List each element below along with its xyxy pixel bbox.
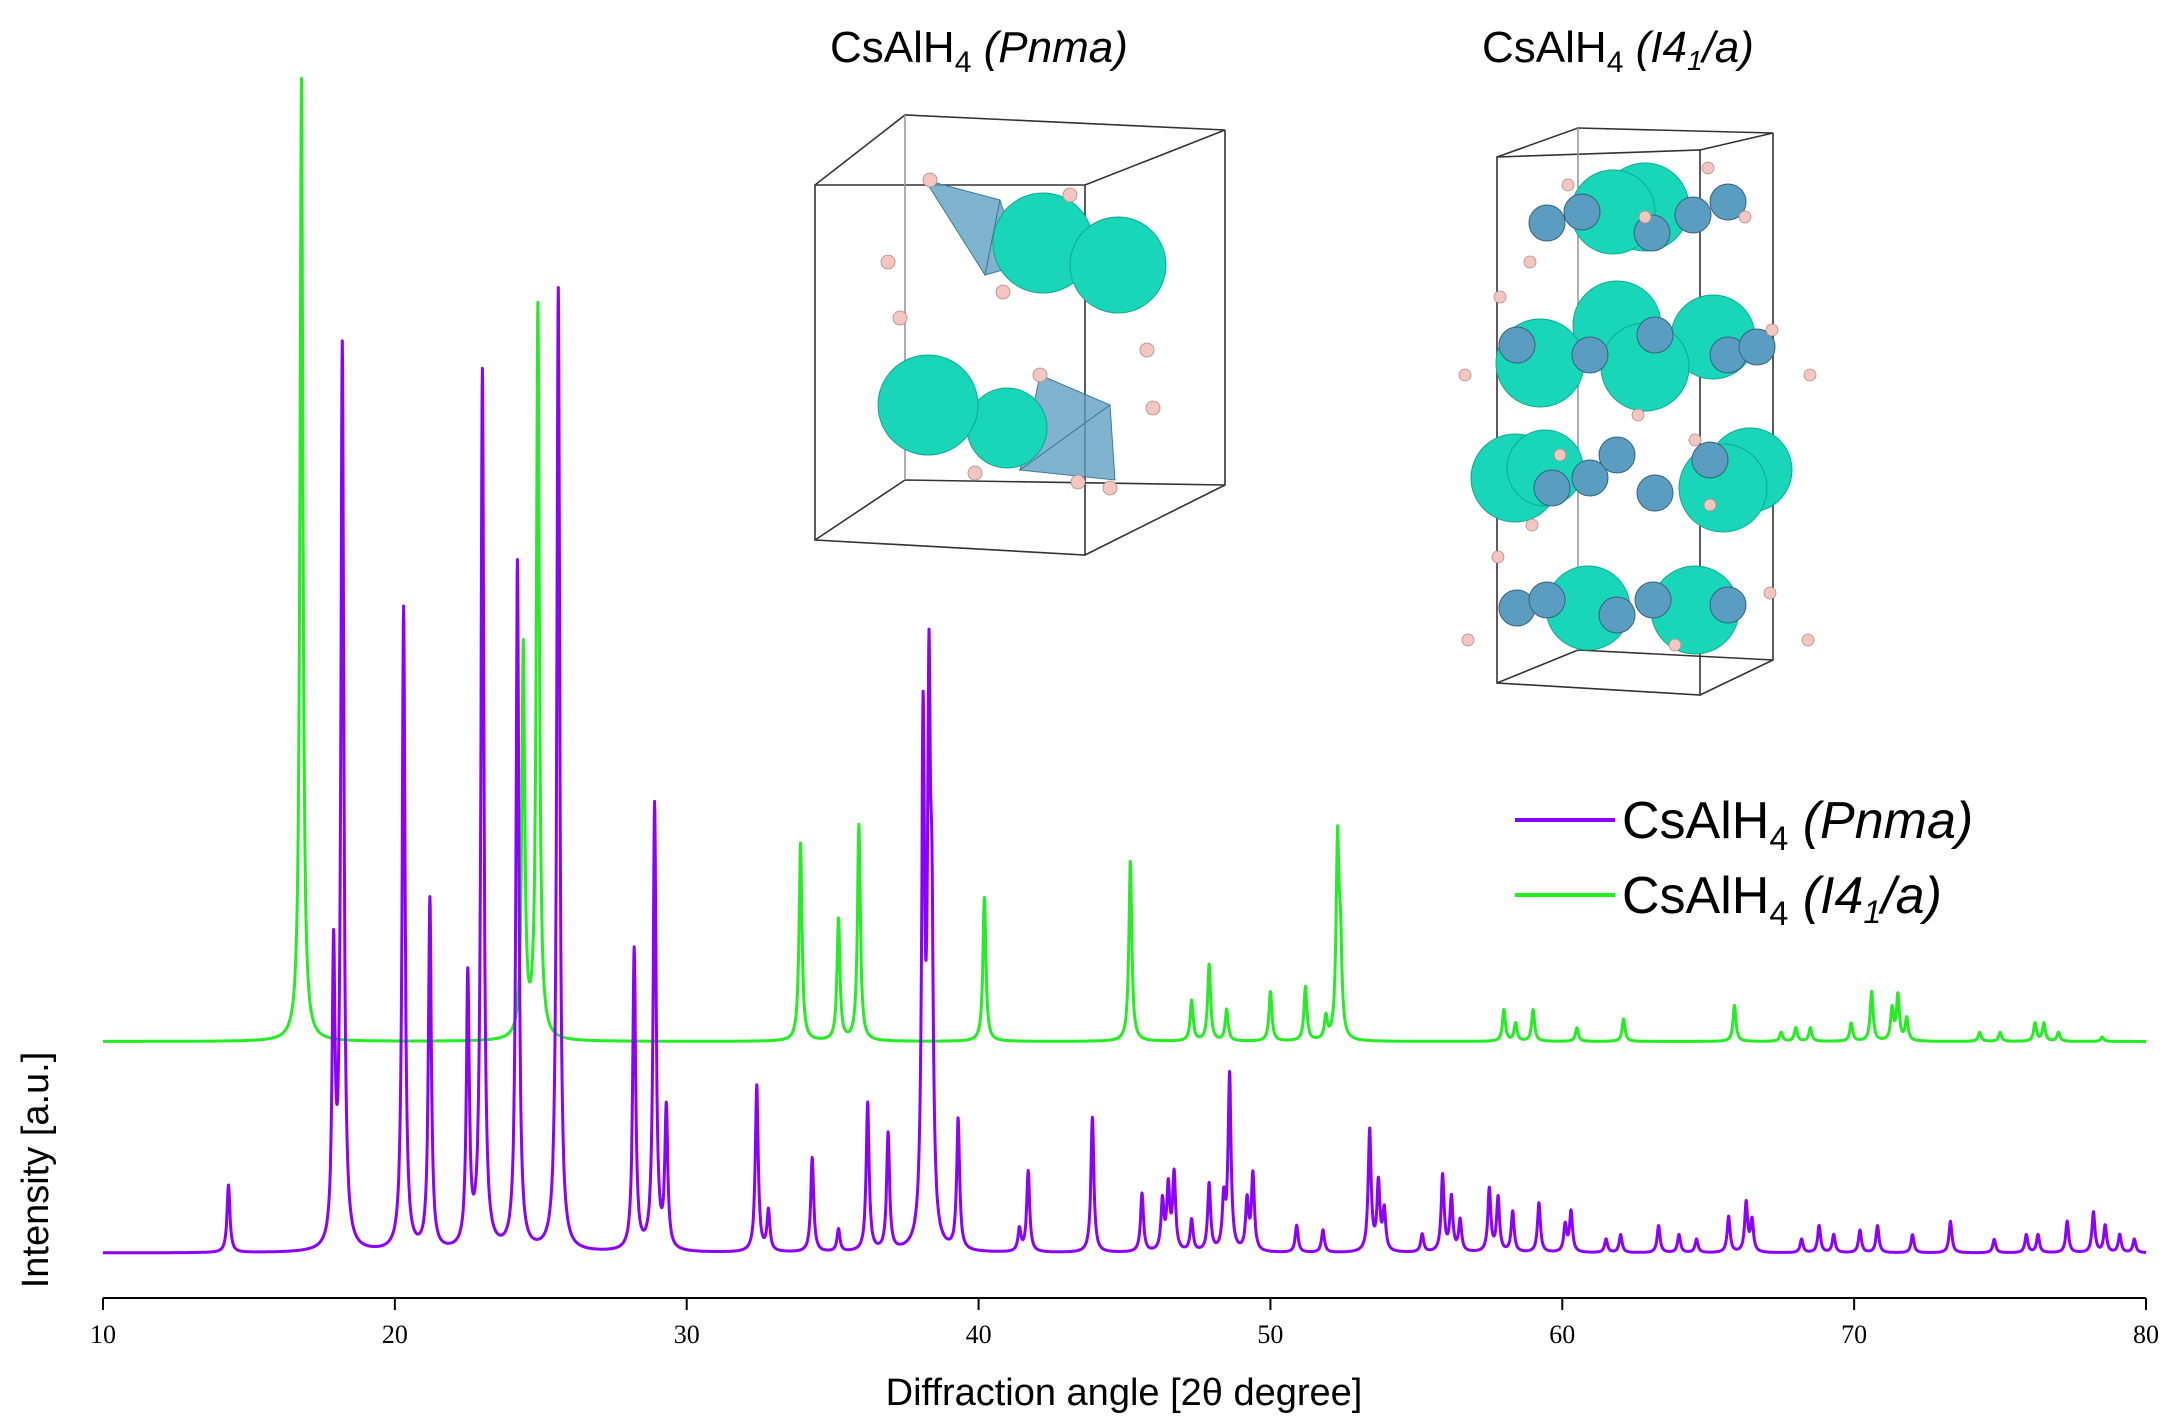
- al-atom: [1528, 204, 1566, 242]
- al-atom: [1738, 328, 1776, 366]
- x-tick-label-80: 80: [2133, 1320, 2159, 1349]
- legend-label-pnma: CsAlH4 (Pnma): [1622, 792, 1973, 858]
- al-atom: [1636, 474, 1674, 512]
- h-atom: [1523, 255, 1537, 269]
- al-atom: [1598, 436, 1636, 474]
- series-layer: [101, 76, 2148, 1255]
- series-line-i41a: [101, 76, 2148, 1043]
- h-atom: [1763, 586, 1777, 600]
- x-tick-label-40: 40: [966, 1320, 992, 1349]
- h-atom: [967, 465, 983, 481]
- unit-cell-pnma: [814, 114, 1226, 556]
- x-tick-label-60: 60: [1549, 1320, 1575, 1349]
- al-atom: [1528, 581, 1566, 619]
- al-atom: [1598, 596, 1636, 634]
- h-atom: [1553, 448, 1567, 462]
- h-atom: [1801, 633, 1815, 647]
- al-atom: [1633, 214, 1671, 252]
- al-atoms-i41a: [1498, 183, 1776, 634]
- al-atom: [1571, 336, 1609, 374]
- al-atom: [1636, 316, 1674, 354]
- al-atom: [1674, 196, 1712, 234]
- h-atom: [1738, 210, 1752, 224]
- y-axis-label: Intensity [a.u.]: [15, 1052, 57, 1289]
- h-atom: [1703, 498, 1717, 512]
- cs-atoms-pnma: [877, 192, 1167, 469]
- cs-atom: [1069, 216, 1167, 314]
- h-atom: [1102, 480, 1118, 496]
- inset-i41a-structure: CsAlH4 (I41/a): [1458, 23, 1817, 696]
- h-atom: [1638, 210, 1652, 224]
- h-atoms-pnma: [880, 172, 1161, 496]
- al-atom: [1634, 581, 1672, 619]
- h-atom: [1139, 342, 1155, 358]
- h-atom: [1688, 433, 1702, 447]
- h-atom: [1458, 368, 1472, 382]
- x-tick-label-70: 70: [1841, 1320, 1867, 1349]
- h-atom: [1461, 633, 1475, 647]
- series-line-pnma: [101, 286, 2148, 1255]
- h-atom: [1070, 474, 1086, 490]
- inset-pnma-title: CsAlH4 (Pnma): [830, 23, 1128, 79]
- h-atom: [1491, 550, 1505, 564]
- al-atom: [1709, 586, 1747, 624]
- al-atom: [1563, 193, 1601, 231]
- h-atom: [892, 310, 908, 326]
- legend-label-i41a: CsAlH4 (I41/a): [1622, 867, 1942, 933]
- h-atom: [1765, 323, 1779, 337]
- al-atom: [1533, 469, 1571, 507]
- al-atom: [1571, 459, 1609, 497]
- h-atom: [1525, 518, 1539, 532]
- x-tick-label-50: 50: [1257, 1320, 1283, 1349]
- cs-atom: [966, 387, 1048, 469]
- h-atom: [1631, 408, 1645, 422]
- x-tick-label-10: 10: [90, 1320, 116, 1349]
- cs-atoms-i41a: [1470, 162, 1793, 655]
- h-atom: [1701, 161, 1715, 175]
- h-atom: [922, 172, 938, 188]
- h-atom: [1561, 178, 1575, 192]
- h-atom: [1803, 368, 1817, 382]
- h-atom: [880, 254, 896, 270]
- inset-i41a-title: CsAlH4 (I41/a): [1482, 23, 1754, 79]
- h-atom: [1145, 400, 1161, 416]
- x-tick-label-20: 20: [382, 1320, 408, 1349]
- h-atom: [1493, 290, 1507, 304]
- inset-pnma-structure: CsAlH4 (Pnma): [814, 23, 1226, 556]
- legend: CsAlH4 (Pnma) CsAlH4 (I41/a): [1515, 792, 1973, 933]
- h-atom: [1032, 367, 1048, 383]
- al-atom: [1709, 183, 1747, 221]
- x-ticks: 10 20 30 40 50 60 70 80: [90, 1298, 2159, 1349]
- h-atom: [1668, 638, 1682, 652]
- h-atom: [1062, 187, 1078, 203]
- x-axis-label: Diffraction angle [2θ degree]: [886, 1372, 1363, 1414]
- al-atom: [1498, 326, 1536, 364]
- h-atom: [995, 284, 1011, 300]
- h-atoms-i41a: [1458, 161, 1817, 652]
- x-tick-label-30: 30: [674, 1320, 700, 1349]
- cs-atom: [877, 354, 979, 456]
- al-atom: [1691, 441, 1729, 479]
